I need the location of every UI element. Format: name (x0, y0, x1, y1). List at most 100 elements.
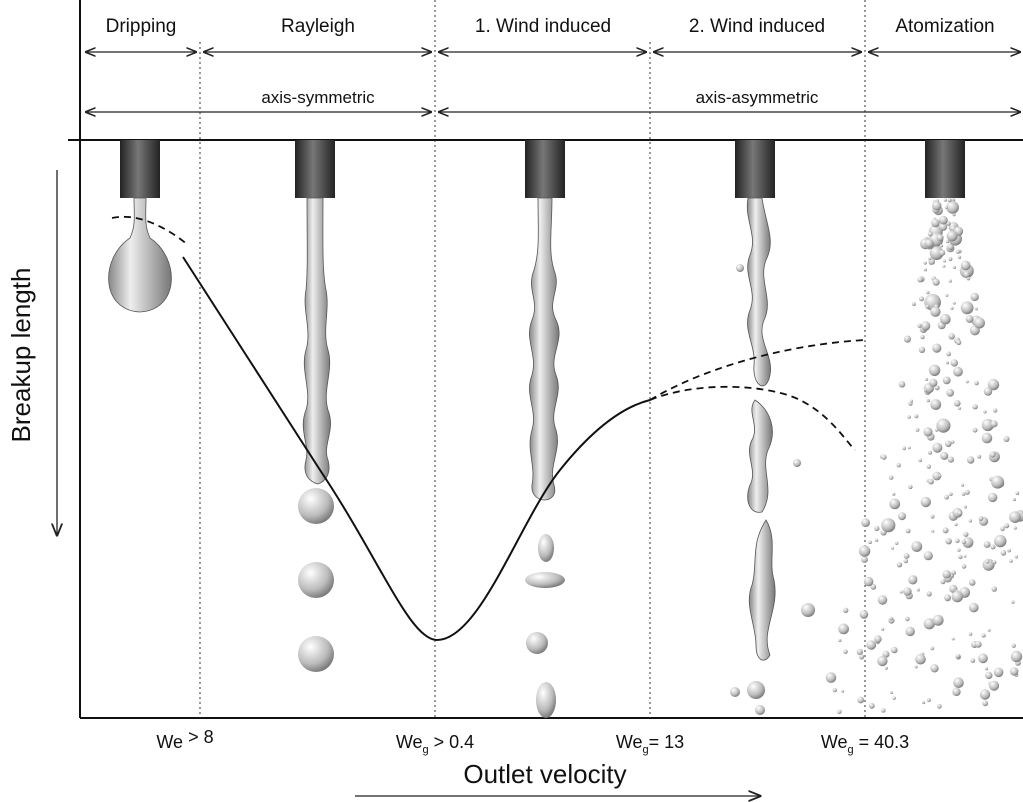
droplet (755, 705, 765, 715)
spray-droplet (961, 483, 965, 487)
spray-droplet (891, 546, 894, 550)
spray-droplet (962, 537, 974, 548)
spray-droplet (960, 260, 971, 271)
region-label: Atomization (895, 16, 994, 37)
spray-droplet (905, 616, 910, 622)
spray-droplet (955, 538, 960, 544)
spray-droplet (868, 540, 872, 544)
spray-droplet (1009, 559, 1013, 563)
spray-droplet (963, 554, 967, 558)
spray-droplet (946, 230, 958, 242)
spray-droplet (934, 385, 940, 391)
spray-droplet (978, 516, 984, 521)
spray-droplet (920, 321, 931, 331)
spray-droplet (963, 271, 970, 278)
spray-droplet (991, 475, 1005, 489)
spray-droplet (863, 576, 874, 587)
spray-droplet (926, 464, 931, 469)
spray-droplet (932, 278, 940, 286)
spray-droplet (974, 317, 985, 329)
spray-droplet (939, 249, 946, 256)
spray-droplet (932, 343, 942, 353)
spray-droplet (972, 404, 978, 410)
spray-droplet (977, 454, 982, 459)
spray-droplet (984, 667, 989, 671)
spray-droplet (946, 388, 955, 397)
symmetry-label: axis-asymmetric (696, 88, 819, 107)
spray-droplet (914, 665, 918, 669)
spray-droplet (877, 655, 888, 667)
spray-droplet (942, 264, 946, 268)
spray-droplet (896, 562, 903, 568)
spray-droplet (948, 333, 955, 340)
jet (746, 197, 771, 387)
spray-droplet (889, 616, 893, 621)
spray-droplet (843, 649, 848, 654)
spray-droplet (891, 646, 898, 654)
spray-droplet (947, 198, 952, 203)
breakup-curve-dashed (649, 385, 856, 451)
spray-droplet (935, 428, 939, 432)
spray-droplet (938, 474, 942, 478)
spray-droplet (943, 259, 946, 263)
spray-droplet (952, 301, 956, 305)
spray-droplet (972, 427, 978, 433)
spray-droplet (930, 646, 935, 651)
spray-droplet (965, 380, 969, 384)
x-axis-label: Outlet velocity (463, 759, 626, 789)
spray-droplet (961, 492, 966, 496)
spray-droplet (905, 626, 915, 637)
spray-droplet (940, 313, 951, 325)
spray-droplet (908, 484, 913, 490)
spray-droplet (990, 420, 998, 428)
spray-droplet (925, 377, 929, 381)
spray-droplet (945, 240, 950, 244)
spray-droplet (952, 687, 961, 697)
spray-droplet (881, 518, 896, 533)
spray-droplet (903, 335, 912, 343)
spray-droplet (969, 602, 979, 613)
spray-droplet (870, 583, 877, 590)
spray-droplet (907, 446, 911, 450)
spray-droplet (942, 527, 949, 534)
spray-droplet (837, 709, 842, 715)
spray-droplet (923, 618, 935, 630)
spray-droplet (1000, 550, 1007, 556)
spray-droplet (925, 304, 930, 309)
spray-droplet (956, 654, 961, 659)
spray-droplet (884, 666, 889, 670)
droplet (526, 632, 548, 654)
spray-droplet (1013, 526, 1017, 530)
spray-droplet (923, 268, 928, 272)
spray-droplet (858, 545, 871, 557)
spray-droplet (936, 703, 942, 709)
spray-droplet (947, 456, 955, 463)
breakup-curve-dashed (111, 215, 189, 246)
spray-droplet (926, 591, 932, 597)
spray-droplet (882, 650, 890, 658)
spray-droplet (923, 261, 927, 265)
spray-droplet (945, 538, 952, 545)
spray-droplet (950, 440, 955, 444)
spray-droplet (985, 559, 990, 564)
spray-droplet (958, 554, 963, 560)
jet (529, 197, 560, 501)
spray-droplet (992, 560, 997, 565)
spray-droplet (903, 553, 910, 559)
spray-droplet (950, 359, 958, 367)
spray-droplet (932, 442, 943, 453)
spray-droplet (944, 494, 949, 500)
spray-droplet (903, 558, 909, 564)
spray-droplet (979, 689, 991, 700)
spray-droplet (963, 505, 968, 509)
droplet (298, 562, 334, 598)
spray-droplet (988, 492, 998, 503)
spray-droplet (923, 551, 933, 561)
spray-droplet (993, 667, 1004, 678)
spray-droplet (926, 290, 930, 295)
spray-droplet (981, 432, 993, 444)
spray-droplet (943, 198, 948, 202)
droplet (730, 687, 740, 697)
droplet (298, 636, 334, 672)
jet (302, 197, 331, 485)
